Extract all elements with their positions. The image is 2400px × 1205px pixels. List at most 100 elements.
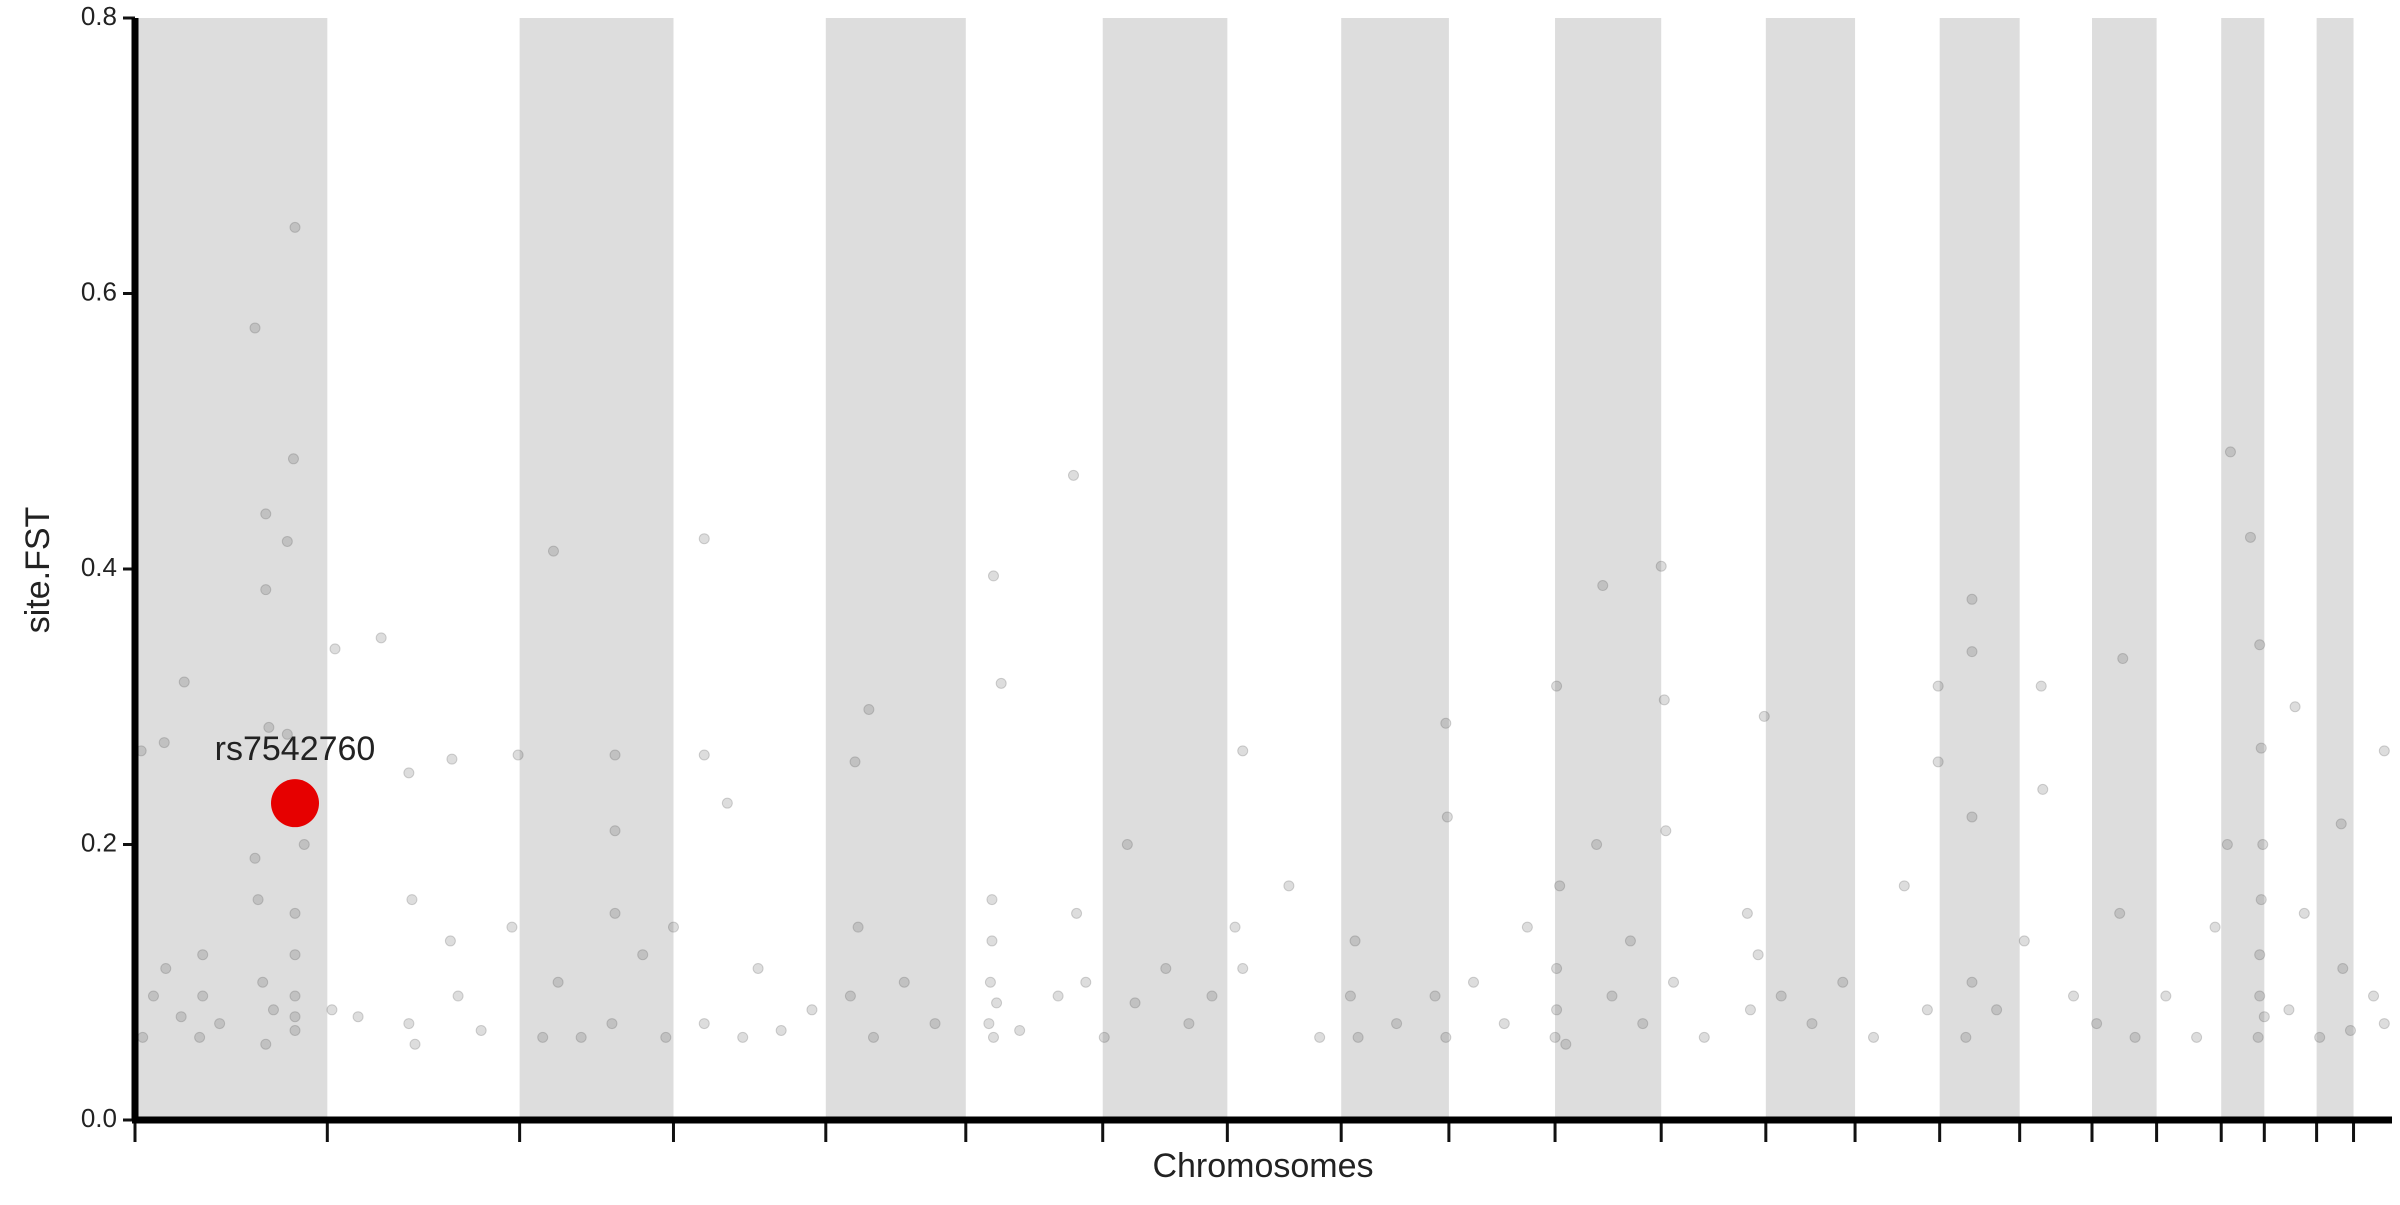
snp-point — [409, 1038, 421, 1050]
snp-point — [2252, 1031, 2264, 1043]
snp-point — [2378, 1018, 2390, 1030]
snp-point — [1440, 717, 1452, 729]
snp-point — [2037, 783, 2049, 795]
snp-point — [991, 997, 1003, 1009]
snp-point — [1052, 990, 1064, 1002]
snp-point — [197, 949, 209, 961]
snp-point — [1014, 1024, 1026, 1036]
highlight-label: rs7542760 — [215, 730, 376, 768]
snp-point — [806, 1004, 818, 1016]
snp-point — [1344, 990, 1356, 1002]
snp-point — [2035, 680, 2047, 692]
snp-point — [289, 221, 301, 233]
snp-point — [2298, 907, 2310, 919]
snp-point — [987, 570, 999, 582]
snp-point — [1554, 880, 1566, 892]
snp-point — [1668, 976, 1680, 988]
snp-point — [267, 1004, 279, 1016]
snp-point — [1660, 825, 1672, 837]
snp-point — [984, 976, 996, 988]
snp-point — [986, 894, 998, 906]
snp-point — [1183, 1018, 1195, 1030]
snp-point — [752, 962, 764, 974]
snp-point — [1932, 680, 1944, 692]
snp-point — [263, 721, 275, 733]
snp-point — [2117, 653, 2129, 665]
snp-point — [289, 1024, 301, 1036]
snp-point — [1129, 997, 1141, 1009]
snp-point — [1921, 1004, 1933, 1016]
snp-point — [1932, 756, 1944, 768]
snp-point — [2129, 1031, 2141, 1043]
snp-point — [849, 756, 861, 768]
snp-point — [2209, 921, 2221, 933]
chromosome-band — [2221, 18, 2265, 1120]
snp-point — [2255, 894, 2267, 906]
snp-point — [2160, 990, 2172, 1002]
snp-point — [1655, 560, 1667, 572]
snp-point — [1591, 839, 1603, 850]
snp-point — [2314, 1031, 2326, 1043]
snp-point — [863, 704, 875, 716]
snp-point — [2368, 990, 2380, 1002]
snp-point — [1966, 811, 1978, 823]
snp-point — [1551, 962, 1563, 974]
snp-point — [1637, 1018, 1649, 1030]
snp-point — [475, 1024, 487, 1036]
snp-point — [2254, 990, 2266, 1002]
snp-point — [178, 676, 190, 688]
snp-point — [289, 949, 301, 961]
snp-point — [609, 749, 621, 761]
chromosome-band — [1102, 18, 1228, 1120]
snp-point — [2258, 1011, 2270, 1023]
chromosome-band — [1939, 18, 2020, 1120]
chromosome-band — [519, 18, 674, 1120]
snp-point — [1237, 962, 1249, 974]
chromosome-band — [2091, 18, 2157, 1120]
snp-point — [898, 976, 910, 988]
snp-point — [287, 453, 299, 465]
snp-point — [444, 935, 456, 947]
snp-point — [197, 990, 209, 1002]
snp-point — [1775, 990, 1787, 1002]
snp-point — [844, 990, 856, 1002]
snp-point — [158, 737, 170, 749]
snp-point — [637, 949, 649, 961]
snp-point — [737, 1031, 749, 1043]
snp-point — [289, 990, 301, 1002]
snp-point — [929, 1018, 941, 1030]
snp-point — [329, 643, 341, 655]
snp-point — [987, 1031, 999, 1043]
snp-point — [326, 1004, 338, 1016]
chromosome-band — [1555, 18, 1662, 1120]
snp-point — [1991, 1004, 2003, 1016]
snp-point — [1429, 990, 1441, 1002]
snp-point — [1960, 1031, 1972, 1043]
snp-point — [260, 508, 272, 520]
snp-point — [175, 1011, 187, 1023]
snp-point — [2221, 839, 2233, 850]
snp-point — [2191, 1031, 2203, 1043]
snp-point — [147, 990, 159, 1002]
y-tick-label: 0.4 — [81, 552, 117, 582]
snp-point — [1283, 880, 1295, 892]
snp-point — [1806, 1018, 1818, 1030]
snp-point — [2378, 745, 2390, 757]
snp-point — [1698, 1031, 1710, 1043]
snp-point — [775, 1024, 787, 1036]
snp-point — [214, 1018, 226, 1030]
snp-point — [452, 990, 464, 1002]
snp-point — [289, 1011, 301, 1023]
snp-point — [1966, 976, 1978, 988]
snp-point — [1391, 1018, 1403, 1030]
snp-point — [1898, 880, 1910, 892]
snp-point — [575, 1031, 587, 1043]
snp-point — [1098, 1031, 1110, 1043]
chromosome-band — [1341, 18, 1449, 1120]
snp-point — [298, 839, 310, 850]
snp-point — [721, 797, 733, 809]
snp-point — [257, 976, 269, 988]
snp-point — [2068, 990, 2080, 1002]
snp-point — [403, 767, 415, 779]
